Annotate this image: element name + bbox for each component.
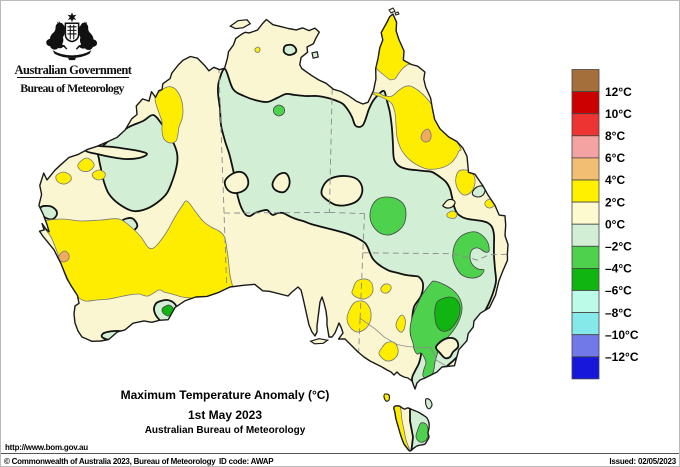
svg-text:–8°C: –8°C	[605, 306, 632, 320]
svg-text:–2°C: –2°C	[605, 240, 632, 254]
svg-text:–4°C: –4°C	[605, 262, 632, 276]
svg-text:–12°C: –12°C	[605, 350, 639, 364]
svg-text:4°C: 4°C	[605, 173, 625, 187]
svg-text:8°C: 8°C	[605, 129, 625, 143]
svg-text:12°C: 12°C	[605, 85, 632, 99]
svg-text:–10°C: –10°C	[605, 328, 639, 342]
svg-text:0°C: 0°C	[605, 217, 625, 231]
svg-text:10°C: 10°C	[605, 107, 632, 121]
svg-text:–6°C: –6°C	[605, 284, 632, 298]
svg-text:2°C: 2°C	[605, 195, 625, 209]
svg-text:6°C: 6°C	[605, 151, 625, 165]
